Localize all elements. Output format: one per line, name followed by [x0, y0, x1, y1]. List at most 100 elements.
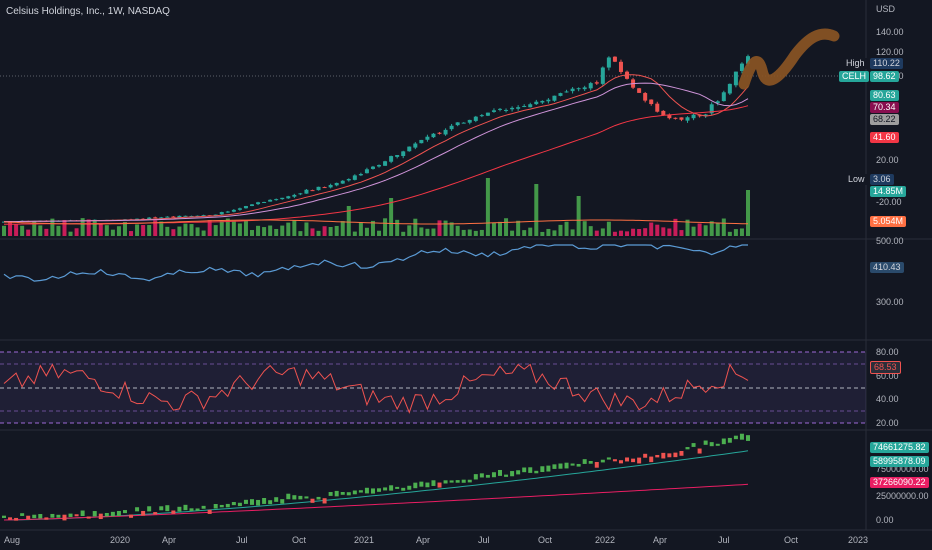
volume-bar	[576, 196, 581, 236]
candle-body	[183, 215, 188, 217]
panel4-tick-label: 25000000.00	[876, 491, 929, 501]
candle-body	[473, 116, 478, 121]
panel4-candle	[358, 490, 363, 493]
panel4-candle	[739, 433, 744, 440]
ma-line-slow	[3, 105, 749, 225]
candle-body	[316, 186, 321, 191]
panel4-candle	[280, 499, 285, 504]
candle-body	[546, 99, 551, 102]
volume-bar	[56, 225, 61, 236]
candle-body	[407, 146, 412, 152]
volume-bar	[637, 229, 642, 236]
time-tick-label: Oct	[538, 535, 553, 545]
candle-body	[340, 180, 345, 184]
panel4-candle	[407, 485, 412, 490]
time-tick-label: Jul	[478, 535, 490, 545]
volume-bar	[461, 229, 466, 236]
volume-bar	[455, 225, 460, 236]
candle-body	[153, 217, 158, 219]
panel4-candle	[655, 454, 660, 458]
volume-bar	[328, 226, 333, 236]
volume-bar	[346, 206, 351, 236]
volume-bar	[26, 229, 31, 236]
candle-body	[649, 99, 654, 105]
panel2-tick-label: 300.00	[876, 297, 904, 307]
panel4-candle	[26, 515, 31, 520]
volume-bar	[389, 198, 394, 236]
volume-bar	[310, 228, 315, 236]
volume-bar	[588, 226, 593, 236]
panel4-candle	[491, 472, 496, 478]
panel4-candle	[588, 460, 593, 464]
candle-body	[727, 83, 732, 94]
candle-body	[655, 103, 660, 112]
volume-bar	[256, 225, 261, 236]
candle-body	[709, 104, 714, 114]
volume-bar	[697, 223, 702, 236]
high-label: High	[843, 58, 868, 69]
volume-bar	[62, 219, 67, 236]
candle-body	[673, 117, 678, 119]
time-tick-label: 2020	[110, 535, 130, 545]
volume-bar	[746, 190, 750, 236]
volume-bar	[262, 227, 267, 236]
candle-body	[582, 87, 587, 90]
candle-body	[564, 91, 569, 93]
panel4-candle	[346, 492, 351, 496]
panel4-candle	[219, 504, 224, 508]
candle-body	[237, 208, 242, 210]
panel4-candle	[473, 474, 478, 480]
volume-bar	[721, 218, 726, 236]
time-tick-label: Apr	[653, 535, 667, 545]
panel2-tick-label: 500.00	[876, 236, 904, 246]
volume-bar	[685, 219, 690, 236]
panel4-candle	[334, 490, 339, 497]
panel4-candle	[80, 510, 85, 517]
panel4-candle	[171, 510, 176, 514]
volume-bar	[316, 230, 321, 236]
panel4-candle	[116, 510, 121, 516]
candle-body	[243, 206, 248, 209]
candle-body	[328, 184, 333, 188]
panel4-candle	[649, 456, 654, 463]
ma-line-mid	[4, 82, 749, 223]
low-label: Low	[845, 174, 868, 185]
candle-body	[679, 117, 684, 120]
candle-body	[618, 61, 623, 72]
volume-bar	[74, 228, 79, 236]
volume-bar	[540, 231, 545, 236]
ma3-badge: 68.22	[870, 114, 899, 125]
panel4-candle	[715, 443, 720, 446]
panel4-candle	[449, 480, 454, 483]
candle-body	[746, 56, 750, 64]
volume-bar	[733, 229, 738, 236]
volume-bar	[522, 230, 527, 236]
panel4-candle	[667, 453, 672, 458]
volume-bar	[274, 228, 279, 236]
panel4-candle	[370, 488, 375, 494]
panel4-candle	[364, 487, 369, 494]
candle-body	[528, 104, 533, 108]
volume-bar	[558, 224, 563, 236]
volume-bar	[691, 226, 696, 236]
volume-bar	[213, 225, 218, 236]
panel4-candle	[147, 506, 152, 512]
volume-bar	[286, 222, 291, 236]
panel4-candle	[86, 516, 91, 519]
panel4-candle	[237, 502, 242, 507]
volume-bar	[207, 220, 212, 236]
candle-body	[231, 209, 236, 212]
volume-ma-line	[3, 219, 749, 225]
indicator-lines	[3, 74, 749, 521]
candle-body	[425, 136, 430, 140]
panel4-candle	[110, 511, 115, 517]
panel4-candle	[612, 459, 617, 462]
panel4-candles	[2, 433, 750, 521]
volume-bar	[643, 228, 648, 236]
candle-body	[540, 100, 545, 103]
volume-bar	[358, 222, 363, 236]
candle-body	[570, 88, 575, 92]
candle-body	[485, 112, 490, 116]
